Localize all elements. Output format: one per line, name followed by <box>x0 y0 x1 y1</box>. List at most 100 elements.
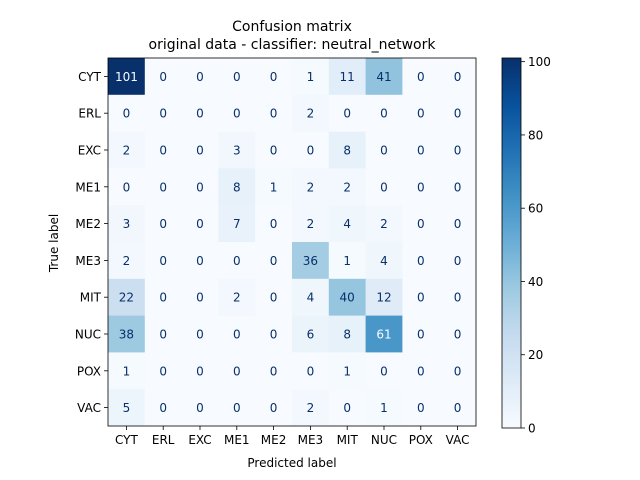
heatmap-cell <box>328 168 366 206</box>
y-tick-label: VAC <box>77 401 101 415</box>
cell-value-label: 0 <box>159 107 167 121</box>
cell-value-label: 0 <box>417 254 425 268</box>
heatmap-cell <box>181 168 219 206</box>
heatmap-cell <box>255 131 293 169</box>
heatmap-cell <box>328 352 366 390</box>
x-axis-ticks: CYT ERL EXC ME1 ME2 ME3 MIT NUC POX VAC <box>115 426 470 447</box>
heatmap-cell <box>292 352 330 390</box>
heatmap-cell <box>439 205 477 243</box>
cell-value-label: 0 <box>159 328 167 342</box>
cell-value-label: 0 <box>417 180 425 194</box>
heatmap-cell <box>144 205 182 243</box>
cell-value-label: 38 <box>119 328 134 342</box>
y-tick-label: ME2 <box>75 217 101 231</box>
cell-value-label: 1 <box>307 70 315 84</box>
cell-value-label: 2 <box>343 180 351 194</box>
cell-value-label: 0 <box>270 254 278 268</box>
cell-value-label: 12 <box>376 291 391 305</box>
heatmap-cell <box>108 352 146 390</box>
heatmap-cell <box>365 352 403 390</box>
x-tick-label: VAC <box>446 433 470 447</box>
heatmap-cell <box>181 389 219 427</box>
cell-value-label: 3 <box>233 144 241 158</box>
cell-value-label: 0 <box>159 401 167 415</box>
cell-value-label: 40 <box>340 291 355 305</box>
x-axis-label: Predicted label <box>247 456 336 470</box>
cell-value-label: 4 <box>343 217 351 231</box>
cell-value-label: 2 <box>380 217 388 231</box>
cell-value-label: 0 <box>196 254 204 268</box>
cell-value-label: 0 <box>454 217 462 231</box>
colorbar-tick-label: 0 <box>528 422 536 436</box>
y-tick-label: POX <box>77 364 101 378</box>
cell-value-label: 8 <box>343 328 351 342</box>
cell-value-label: 0 <box>159 217 167 231</box>
cell-value-label: 0 <box>454 107 462 121</box>
cell-value-label: 0 <box>196 70 204 84</box>
x-tick-label: EXC <box>188 433 211 447</box>
heatmap-cell <box>328 205 366 243</box>
heatmap-cell <box>402 94 440 132</box>
heatmap-cell <box>108 168 146 206</box>
heatmap-cell <box>255 58 293 96</box>
y-tick-label: ERL <box>78 107 101 121</box>
cell-value-label: 22 <box>119 291 134 305</box>
cell-value-label: 8 <box>343 144 351 158</box>
cell-value-label: 0 <box>417 70 425 84</box>
heatmap-cell <box>402 278 440 316</box>
x-tick-label: ME3 <box>298 433 324 447</box>
y-axis-label: True label <box>47 214 61 273</box>
cell-value-label: 0 <box>343 401 351 415</box>
cell-value-label: 0 <box>196 144 204 158</box>
heatmap-cell <box>255 205 293 243</box>
cell-value-label: 0 <box>233 107 241 121</box>
cell-value-label: 0 <box>417 107 425 121</box>
x-tick-label: CYT <box>115 433 138 447</box>
heatmap-cell <box>108 58 146 96</box>
cell-value-label: 0 <box>159 364 167 378</box>
heatmap-cell <box>292 58 330 96</box>
heatmap-cell <box>181 131 219 169</box>
heatmap-cell <box>328 315 366 353</box>
heatmap-cell <box>108 242 146 280</box>
cell-value-label: 0 <box>196 180 204 194</box>
cell-value-label: 8 <box>233 180 241 194</box>
heatmap-cell <box>292 278 330 316</box>
heatmap-cell <box>365 242 403 280</box>
heatmap-cell <box>181 205 219 243</box>
colorbar-tick-label: 100 <box>528 55 551 69</box>
heatmap-cell <box>144 352 182 390</box>
cell-value-label: 0 <box>380 107 388 121</box>
cell-value-label: 0 <box>233 70 241 84</box>
cell-value-label: 0 <box>270 107 278 121</box>
cell-value-label: 5 <box>123 401 131 415</box>
cell-value-label: 0 <box>233 401 241 415</box>
cell-value-label: 0 <box>417 217 425 231</box>
y-axis-ticks: CYT ERL EXC ME1 ME2 ME3 MIT NUC POX VAC <box>75 57 477 427</box>
x-tick-label: ERL <box>152 433 175 447</box>
heatmap-cell <box>144 58 182 96</box>
heatmap-cell <box>328 389 366 427</box>
cell-value-label: 0 <box>454 144 462 158</box>
colorbar-gradient <box>501 57 522 429</box>
heatmap-cell <box>402 168 440 206</box>
heatmap-cell <box>439 94 477 132</box>
cell-value-label: 0 <box>159 291 167 305</box>
cell-value-label: 7 <box>233 217 241 231</box>
x-tick-label: ME2 <box>261 433 287 447</box>
cell-value-label: 0 <box>270 70 278 84</box>
y-tick-label: CYT <box>78 70 101 84</box>
colorbar-tick-label: 40 <box>528 275 543 289</box>
heatmap-cell <box>218 94 256 132</box>
heatmap-cell <box>365 278 403 316</box>
cell-value-label: 0 <box>417 364 425 378</box>
heatmap-cell <box>144 168 182 206</box>
heatmap-cell <box>144 315 182 353</box>
heatmap-cell <box>439 131 477 169</box>
chart-subtitle: original data - classifier: neutral_netw… <box>149 37 437 53</box>
cell-value-label: 2 <box>233 291 241 305</box>
cell-value-label: 0 <box>417 328 425 342</box>
cell-value-label: 2 <box>123 254 131 268</box>
heatmap-cell <box>108 389 146 427</box>
cell-value-label: 0 <box>454 364 462 378</box>
